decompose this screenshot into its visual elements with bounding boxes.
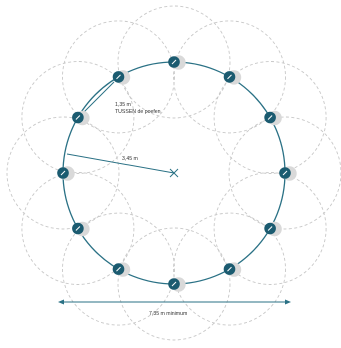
seat-icon bbox=[72, 221, 90, 237]
distance-zone-circle bbox=[21, 172, 135, 285]
seat-icon bbox=[223, 70, 242, 85]
spacing-note-label: TUSSEN de poefen bbox=[115, 109, 161, 115]
distance-zone-circle bbox=[228, 116, 341, 230]
center-cross-icon bbox=[169, 168, 179, 178]
distance-zone-circle bbox=[213, 61, 327, 174]
seats bbox=[57, 55, 297, 292]
seat-icon bbox=[112, 262, 131, 277]
seat-icon bbox=[112, 70, 131, 85]
distance-zone-circle bbox=[62, 20, 175, 134]
seat-icon bbox=[168, 55, 186, 70]
seat-icon bbox=[264, 221, 282, 237]
spacing-line bbox=[83, 81, 115, 113]
measurements bbox=[58, 81, 291, 305]
seat-icon bbox=[57, 166, 75, 181]
radius-value-label: 3,45 m bbox=[122, 156, 138, 162]
labels: 1,35 m TUSSEN de poefen 3,45 m 7,35 m mi… bbox=[115, 102, 187, 317]
distance-zone-circle bbox=[117, 227, 231, 341]
distance-zones bbox=[6, 5, 341, 341]
distance-zone-circle bbox=[117, 5, 231, 119]
seat-icon bbox=[72, 110, 90, 126]
diameter-value-label: 7,35 m minimum bbox=[149, 311, 187, 317]
distance-zone-circle bbox=[6, 116, 120, 230]
arrow-left-icon bbox=[58, 299, 64, 305]
seat-icon bbox=[264, 110, 282, 126]
seat-icon bbox=[279, 166, 297, 181]
seat-icon bbox=[223, 262, 242, 277]
distance-zone-circle bbox=[213, 172, 327, 285]
radius-line bbox=[66, 153, 175, 174]
arrow-right-icon bbox=[285, 299, 291, 305]
distance-zone-circle bbox=[21, 61, 135, 174]
distance-zone-circle bbox=[173, 212, 286, 326]
distance-zone-circle bbox=[173, 20, 286, 134]
distance-zone-circle bbox=[62, 212, 175, 326]
seat-icon bbox=[168, 277, 186, 292]
spacing-value-label: 1,35 m bbox=[115, 102, 131, 108]
